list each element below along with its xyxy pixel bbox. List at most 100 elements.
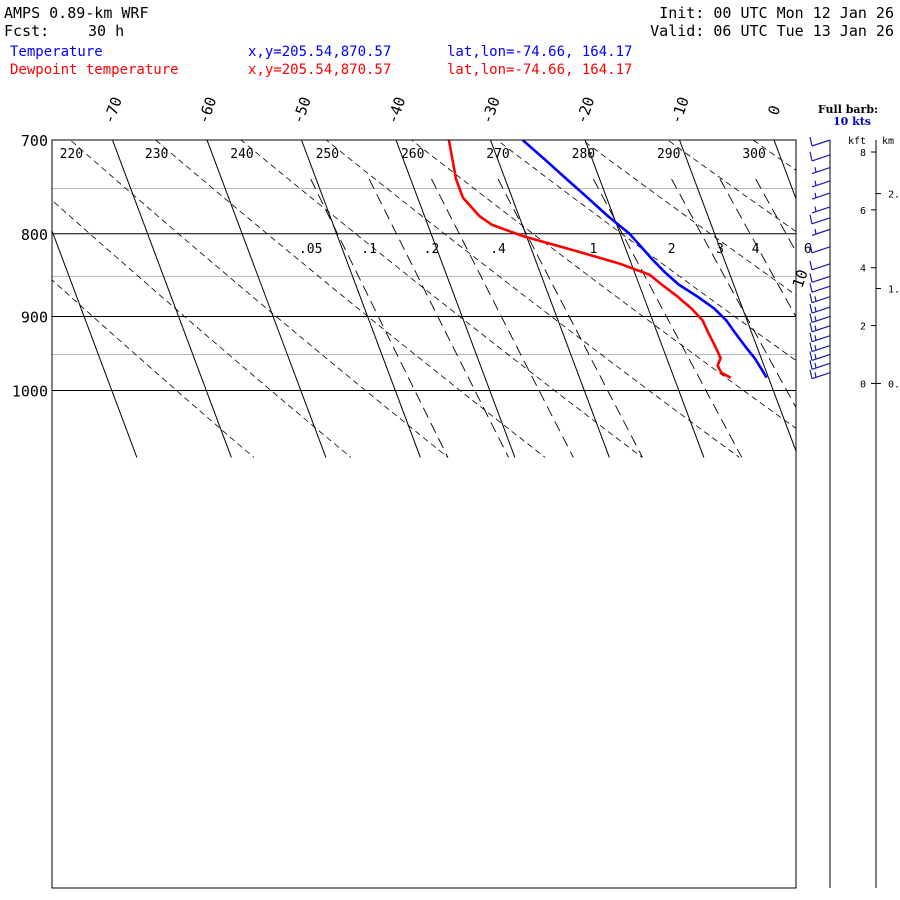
temperature-tick-label: -20 [572, 94, 598, 126]
mixing-ratio-label: .4 [490, 242, 506, 257]
barb-flag [809, 342, 813, 352]
barb-flag [809, 136, 813, 147]
km-tick-label: 0. [888, 379, 900, 390]
dry-adiabat [155, 140, 546, 458]
wind-barb [809, 151, 831, 162]
wind-barb [809, 313, 831, 324]
init-time: Init: 00 UTC Mon 12 Jan 26 [659, 4, 894, 22]
barb-staff [811, 296, 831, 304]
wind-barb [809, 260, 831, 271]
dewpoint-profile [447, 140, 732, 379]
wind-barb [809, 332, 831, 343]
wind-barb [809, 243, 831, 254]
legend-dewpoint-latlon: lat,lon=-74.66, 164.17 [447, 62, 633, 78]
barb-staff [811, 154, 831, 162]
kft-tick-label: 0 [860, 379, 866, 390]
barb-half-flag [814, 362, 817, 369]
pressure-tick-label: 700 [21, 132, 48, 150]
pressure-tick-label: 800 [21, 226, 48, 244]
barb-flag [809, 313, 813, 323]
wind-barb [811, 228, 831, 236]
plot-frame [51, 139, 797, 889]
barb-half-flag [814, 372, 817, 378]
isotherm [206, 140, 327, 458]
barb-half-flag [814, 316, 817, 322]
legend-dewpoint: Dewpoint temperature [10, 62, 179, 78]
barb-half-flag [814, 167, 817, 173]
temperature-tick-label: -60 [194, 94, 220, 126]
barb-flag [809, 360, 813, 370]
barb-staff [811, 306, 831, 314]
barb-flag [809, 214, 813, 224]
barb-staff [811, 180, 831, 188]
barb-flag [809, 369, 813, 379]
wind-barb [809, 342, 831, 353]
barb-half-flag [814, 325, 817, 331]
mixing-ratio-label: .2 [424, 242, 440, 257]
isotherm [300, 140, 421, 458]
barb-staff [811, 192, 831, 200]
pressure-tick-label: 1000 [12, 382, 48, 400]
barb-staff [811, 246, 831, 254]
mixing-ratio-label: 2 [668, 242, 676, 257]
barb-flag [809, 243, 813, 253]
dry-adiabat [52, 279, 255, 458]
temperature-tick-label: 10 [789, 267, 812, 290]
forecast-label: Fcst: [4, 22, 50, 40]
height-unit-km: km [882, 136, 894, 147]
barb-staff [811, 362, 831, 370]
legend-temperature: Temperature [10, 44, 103, 60]
isotherm [678, 140, 796, 453]
kft-tick-label: 2 [860, 322, 866, 333]
mixing-ratio-line [671, 178, 796, 409]
theta-label: 280 [572, 147, 595, 162]
barb-half-flag [814, 228, 817, 235]
theta-label: 290 [657, 147, 680, 162]
isotherm [489, 140, 610, 458]
barb-half-flag [814, 306, 817, 312]
theta-label: 260 [401, 147, 424, 162]
wind-barb [809, 369, 831, 380]
mixing-ratio-line [431, 178, 574, 458]
dry-adiabat [764, 88, 900, 457]
wind-barb [811, 192, 831, 200]
mixing-ratio-line [593, 178, 743, 458]
temperature-tick-label: -50 [289, 94, 315, 126]
barb-staff [811, 263, 831, 271]
barb-staff [811, 206, 831, 214]
dry-adiabat [667, 140, 796, 233]
barb-staff [811, 285, 831, 293]
barb-staff [811, 372, 831, 380]
wind-barb [809, 214, 831, 225]
barb-staff [811, 335, 831, 343]
barb-flag [809, 283, 813, 293]
barb-flag [809, 151, 813, 162]
barb-half-flag [814, 335, 817, 341]
mixing-ratio-label: .1 [361, 242, 377, 257]
km-tick-label: 2. [888, 190, 900, 201]
temperature-tick-label: -30 [478, 94, 504, 126]
barb-flag [809, 351, 813, 361]
dry-adiabat [325, 140, 740, 458]
km-tick-label: 1. [888, 285, 900, 296]
pressure-tick-label: 900 [21, 308, 48, 326]
temperature-tick-label: -70 [100, 94, 126, 126]
barb-flag [809, 293, 813, 303]
legend-temperature-latlon: lat,lon=-74.66, 164.17 [447, 44, 633, 60]
temperature-tick-label: 0 [764, 103, 784, 118]
barb-staff [811, 139, 831, 147]
isotherm [395, 140, 516, 458]
mixing-ratio-line [719, 178, 796, 318]
wind-barb [809, 273, 831, 283]
isotherm [111, 140, 232, 458]
wind-barb [811, 206, 831, 214]
legend-temperature-xy: x,y=205.54,870.57 [248, 44, 392, 60]
mixing-ratio-label: 1 [589, 242, 597, 257]
dry-adiabat [240, 140, 643, 458]
barb-flag [809, 332, 813, 342]
kft-tick-label: 6 [860, 206, 866, 217]
barb-staff [811, 228, 831, 236]
kft-tick-label: 8 [860, 148, 866, 159]
wind-barb [809, 283, 831, 293]
